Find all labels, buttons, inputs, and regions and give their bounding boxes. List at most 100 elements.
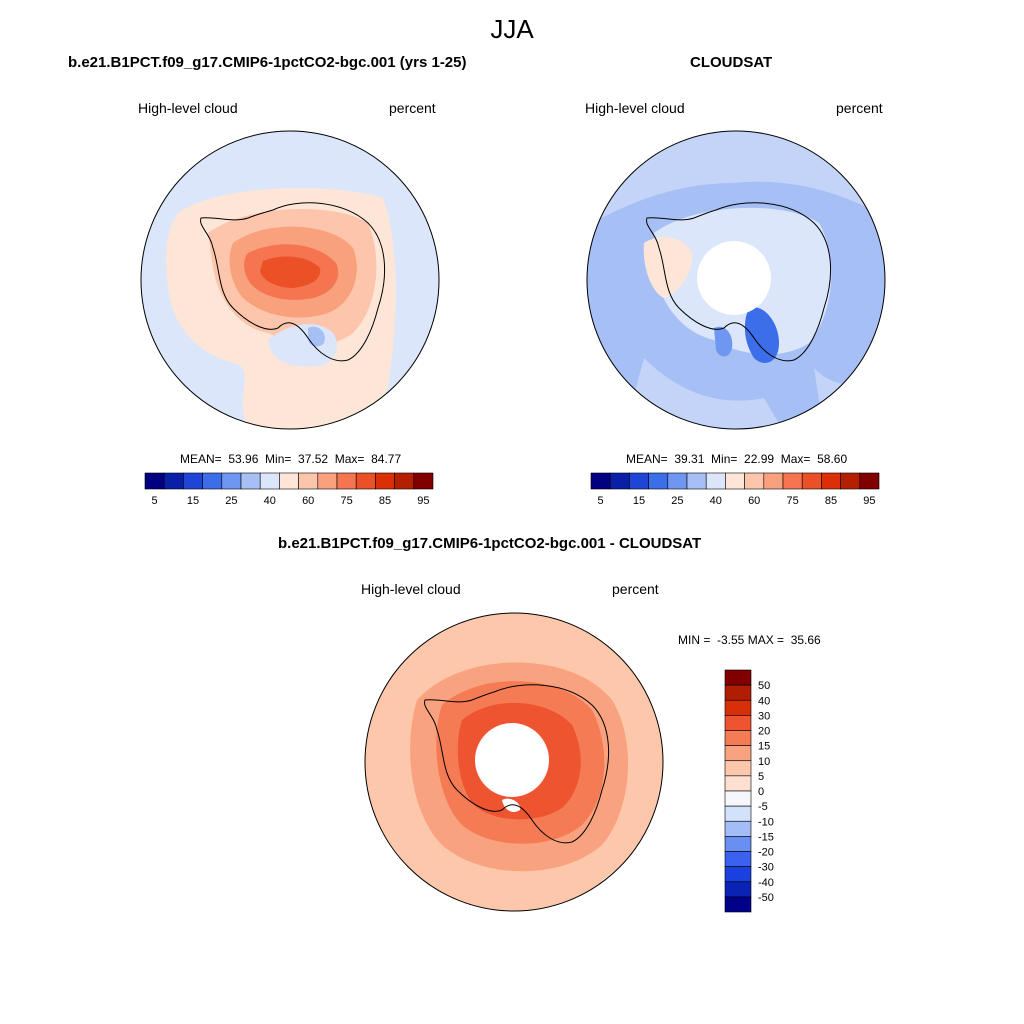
panel-1-coastline xyxy=(200,202,386,362)
panel-1-colorbar-box xyxy=(144,472,165,490)
panel-1-cloud-peak xyxy=(260,256,321,288)
panel-1-colorbar-box xyxy=(202,472,223,490)
panel-2-stats: MEAN= 39.31 Min= 22.99 Max= 58.60 xyxy=(626,452,848,466)
panel-1-colorbar-tick-label: 5 xyxy=(152,495,158,507)
panel-3-colorbar-tick-label: 0 xyxy=(758,786,764,798)
panel-3-colorbar-box xyxy=(724,715,752,731)
panel-3-colorbar-tick-label: 30 xyxy=(758,710,770,722)
panel-1-colorbar-tick-label: 75 xyxy=(340,495,352,507)
panel-3-colorbar-box xyxy=(724,669,752,686)
panel-1-colorbar-tick-label: 25 xyxy=(225,495,237,507)
panel-3-coastline xyxy=(424,684,610,844)
panel-3-colorbar-box xyxy=(724,684,752,701)
panel-3-colorbar-tick-label: -10 xyxy=(758,816,774,828)
panel-1-variable-label: High-level cloud xyxy=(138,100,238,116)
panel-3-colorbar-box xyxy=(724,790,752,807)
panel-1-colorbar-box xyxy=(394,472,415,490)
panel-1-colorbar-box xyxy=(375,472,395,490)
panel-1-colorbar-box xyxy=(221,472,242,490)
panel-2-colorbar-box xyxy=(821,472,841,490)
panel-3-colorbar-box xyxy=(724,896,752,913)
panel-3-colorbar-box xyxy=(724,836,752,852)
panel-2-colorbar-tick-label: 40 xyxy=(710,495,722,507)
figure-title: JJA xyxy=(490,14,534,44)
panel-3-colorbar-tick-label: -30 xyxy=(758,862,774,874)
panel-3-title: b.e21.B1PCT.f09_g17.CMIP6-1pctCO2-bgc.00… xyxy=(278,535,702,552)
panel-2-colorbar-box xyxy=(744,472,765,490)
panel-2-colorbar-tick-label: 15 xyxy=(633,495,645,507)
panel-2-colorbar-tick-label: 25 xyxy=(671,495,683,507)
panel-2-polar-gap xyxy=(697,241,771,315)
panel-2-colorbar-tick-label: 5 xyxy=(598,495,604,507)
panel-2-colorbar-box xyxy=(686,472,707,490)
panel-2-colorbar-tick-label: 85 xyxy=(825,495,837,507)
panel-3-colorbar-box xyxy=(724,820,752,837)
panel-2-blue-lobe xyxy=(744,307,779,363)
panel-1-map xyxy=(140,130,440,430)
panel-3-colorbar-box xyxy=(724,881,752,898)
panel-2-colorbar-box xyxy=(705,472,726,490)
panel-1-colorbar-box xyxy=(183,472,203,490)
panel-3-colorbar-box xyxy=(724,866,752,883)
panel-1-map-border xyxy=(140,130,440,430)
panel-3-map-border xyxy=(364,612,664,912)
panel-2-colorbar-box xyxy=(629,472,649,490)
panel-1-colorbar-box xyxy=(240,472,261,490)
panel-2-colorbar-tick-label: 75 xyxy=(786,495,798,507)
panel-3-colorbar-tick-label: 20 xyxy=(758,726,770,738)
panel-3-variable-label: High-level cloud xyxy=(361,581,461,597)
panel-2-colorbar-labels: 5 15 25 40 60 75 85 95 xyxy=(598,495,876,507)
panel-3-colorbar-box xyxy=(724,775,752,792)
panel-2-colorbar-box xyxy=(782,472,803,490)
panel-1-colorbar-tick-label: 95 xyxy=(417,495,429,507)
panel-2-colorbar-box xyxy=(725,472,745,490)
panel-2-peninsula xyxy=(643,237,693,298)
panel-3-polar-gap xyxy=(475,723,549,797)
panel-2-coastline xyxy=(646,202,832,362)
panel-3-colorbar-tick-label: 40 xyxy=(758,695,770,707)
panel-2-map xyxy=(586,130,886,430)
panel-1-colorbar-box xyxy=(355,472,376,490)
panel-1-units-label: percent xyxy=(389,100,436,116)
panel-1-colorbar-box xyxy=(413,472,434,490)
panel-3-colorbar-tick-label: -50 xyxy=(758,892,774,904)
panel-1-colorbar-tick-label: 15 xyxy=(187,495,199,507)
panel-2-colorbar-box xyxy=(763,472,784,490)
panel-1-colorbar-box xyxy=(163,472,184,490)
panel-1-colorbar-tick-label: 40 xyxy=(264,495,276,507)
panel-3-colorbar-box xyxy=(724,760,752,777)
panel-2-map-border xyxy=(586,130,886,430)
panel-3-map xyxy=(364,612,664,912)
panel-2-colorbar-box xyxy=(840,472,861,490)
panel-1-colorbar-box xyxy=(259,472,280,490)
panel-1-colorbar-box xyxy=(279,472,299,490)
panel-1-colorbar-tick-label: 85 xyxy=(379,495,391,507)
panel-1-stats: MEAN= 53.96 Min= 37.52 Max= 84.77 xyxy=(180,452,402,466)
panel-3-colorbar-box xyxy=(724,805,752,822)
panel-1-colorbar-tick-label: 60 xyxy=(302,495,314,507)
panel-3-colorbar-tick-label: -15 xyxy=(758,831,774,843)
panel-3-colorbar-box xyxy=(724,730,752,746)
panel-3-colorbar-tick-label: -5 xyxy=(758,801,768,813)
panel-2-colorbar-box xyxy=(859,472,880,490)
panel-3-colorbar-box xyxy=(724,699,752,716)
panel-1-colorbar-labels: 5 15 25 40 60 75 85 95 xyxy=(152,495,430,507)
panel-2-title: CLOUDSAT xyxy=(690,54,773,71)
panel-2-colorbar-box xyxy=(609,472,630,490)
panel-2-colorbar-box xyxy=(667,472,688,490)
panel-2-colorbar-tick-label: 60 xyxy=(748,495,760,507)
panel-2-colorbar-box xyxy=(648,472,669,490)
panel-2-colorbar-tick-label: 95 xyxy=(863,495,875,507)
panel-2-units-label: percent xyxy=(836,100,883,116)
panel-1-colorbar xyxy=(144,472,434,490)
panel-3-stats: MIN = -3.55 MAX = 35.66 xyxy=(678,633,821,647)
panel-2-colorbar-box xyxy=(590,472,611,490)
panel-3-units-label: percent xyxy=(612,581,659,597)
panel-2-colorbar xyxy=(590,472,880,490)
panel-3-colorbar-tick-label: -40 xyxy=(758,877,774,889)
panel-1-colorbar-box xyxy=(336,472,357,490)
panel-1-title: b.e21.B1PCT.f09_g17.CMIP6-1pctCO2-bgc.00… xyxy=(68,54,467,71)
panel-2-variable-label: High-level cloud xyxy=(585,100,685,116)
panel-3-colorbar-tick-label: 5 xyxy=(758,771,764,783)
panel-1-colorbar-box xyxy=(317,472,338,490)
